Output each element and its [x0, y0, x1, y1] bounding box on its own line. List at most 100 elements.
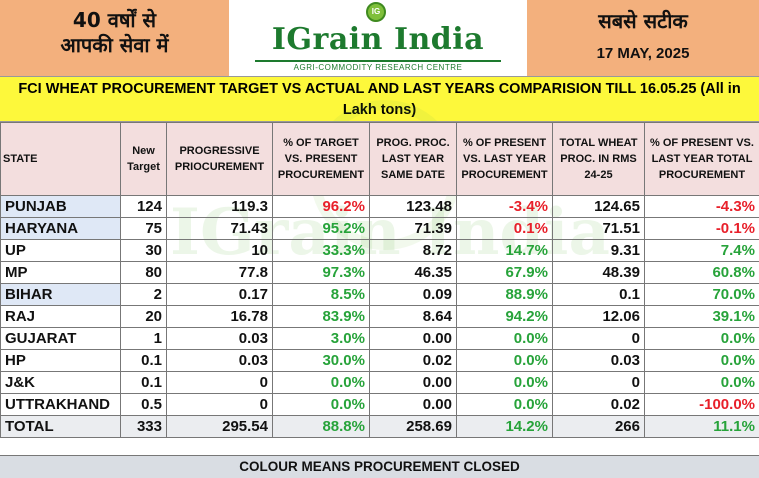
target-cell: 75 — [120, 217, 167, 240]
table-row: RAJ 20 16.78 83.9% 8.64 94.2% 12.06 39.1… — [0, 305, 759, 328]
total-rms-cell: 71.51 — [552, 217, 645, 240]
table-row: UP 30 10 33.3% 8.72 14.7% 9.31 7.4% — [0, 239, 759, 262]
last-year-cell: 123.48 — [369, 195, 457, 218]
tagline-line-2: आपकी सेवा में — [60, 33, 169, 57]
state-cell: TOTAL — [0, 415, 121, 438]
state-cell: MP — [0, 261, 121, 284]
total-rms-cell: 0.03 — [552, 349, 645, 372]
total-row: TOTAL 333 295.54 88.8% 258.69 14.2% 266 … — [0, 415, 759, 438]
pct-last-total-cell: -100.0% — [644, 393, 759, 416]
progressive-cell: 0.03 — [166, 349, 273, 372]
pct-last-total-cell: -0.1% — [644, 217, 759, 240]
pct-last-total-cell: 70.0% — [644, 283, 759, 306]
pct-last-year-cell: -3.4% — [456, 195, 553, 218]
last-year-cell: 0.02 — [369, 349, 457, 372]
pct-last-year-cell: 0.0% — [456, 349, 553, 372]
total-rms-cell: 0 — [552, 327, 645, 350]
last-year-cell: 0.00 — [369, 371, 457, 394]
accuracy-slogan: सबसे सटीक — [598, 9, 688, 33]
tagline-panel: 40 वर्षों से आपकी सेवा में — [0, 0, 229, 76]
progressive-cell: 0.17 — [166, 283, 273, 306]
pct-last-total-cell: 0.0% — [644, 349, 759, 372]
table-row: PUNJAB 124 119.3 96.2% 123.48 -3.4% 124.… — [0, 195, 759, 218]
report-title: FCI WHEAT PROCUREMENT TARGET VS ACTUAL A… — [0, 76, 759, 122]
report-date: 17 MAY, 2025 — [596, 45, 690, 62]
target-cell: 20 — [120, 305, 167, 328]
pct-last-year-cell: 0.1% — [456, 217, 553, 240]
column-header: STATE — [0, 122, 121, 196]
table-row: HP 0.1 0.03 30.0% 0.02 0.0% 0.03 0.0% — [0, 349, 759, 372]
column-header: New Target — [120, 122, 167, 196]
pct-last-year-cell: 88.9% — [456, 283, 553, 306]
pct-target-cell: 95.2% — [272, 217, 370, 240]
progressive-cell: 10 — [166, 239, 273, 262]
table-row: MP 80 77.8 97.3% 46.35 67.9% 48.39 60.8% — [0, 261, 759, 284]
pct-last-year-cell: 14.2% — [456, 415, 553, 438]
last-year-cell: 71.39 — [369, 217, 457, 240]
pct-target-cell: 83.9% — [272, 305, 370, 328]
table-row: J&K 0.1 0 0.0% 0.00 0.0% 0 0.0% — [0, 371, 759, 394]
pct-target-cell: 96.2% — [272, 195, 370, 218]
total-rms-cell: 48.39 — [552, 261, 645, 284]
total-rms-cell: 9.31 — [552, 239, 645, 262]
procurement-table: STATE New Target PROGRESSIVE PRIOCUREMEN… — [0, 122, 759, 438]
target-cell: 333 — [120, 415, 167, 438]
closed-legend-note: COLOUR MEANS PROCUREMENT CLOSED — [0, 455, 759, 478]
pct-last-year-cell: 0.0% — [456, 371, 553, 394]
pct-last-year-cell: 0.0% — [456, 327, 553, 350]
last-year-cell: 0.09 — [369, 283, 457, 306]
tagline-line-1: 40 वर्षों से — [72, 8, 157, 32]
progressive-cell: 71.43 — [166, 217, 273, 240]
column-header: % OF PRESENT VS. LAST YEAR TOTAL PROCURE… — [644, 122, 759, 196]
progressive-cell: 0 — [166, 393, 273, 416]
total-rms-cell: 124.65 — [552, 195, 645, 218]
progressive-cell: 295.54 — [166, 415, 273, 438]
pct-last-total-cell: -4.3% — [644, 195, 759, 218]
table-row: GUJARAT 1 0.03 3.0% 0.00 0.0% 0 0.0% — [0, 327, 759, 350]
pct-target-cell: 0.0% — [272, 393, 370, 416]
target-cell: 30 — [120, 239, 167, 262]
page-header: 40 वर्षों से आपकी सेवा में IG IGrain Ind… — [0, 0, 759, 76]
brand-logo: IGrain India — [271, 22, 485, 57]
last-year-cell: 46.35 — [369, 261, 457, 284]
brand-subtitle: AGRI-COMMODITY RESEARCH CENTRE — [255, 60, 501, 74]
logo-emblem-icon: IG — [366, 2, 386, 22]
last-year-cell: 258.69 — [369, 415, 457, 438]
table-header-row: STATE New Target PROGRESSIVE PRIOCUREMEN… — [0, 122, 759, 196]
state-cell: PUNJAB — [0, 195, 121, 218]
date-panel: सबसे सटीक 17 MAY, 2025 — [527, 0, 759, 76]
last-year-cell: 0.00 — [369, 393, 457, 416]
target-cell: 0.1 — [120, 371, 167, 394]
state-cell: UP — [0, 239, 121, 262]
total-rms-cell: 12.06 — [552, 305, 645, 328]
pct-target-cell: 30.0% — [272, 349, 370, 372]
pct-target-cell: 8.5% — [272, 283, 370, 306]
pct-last-total-cell: 39.1% — [644, 305, 759, 328]
total-rms-cell: 0.02 — [552, 393, 645, 416]
state-cell: BIHAR — [0, 283, 121, 306]
last-year-cell: 0.00 — [369, 327, 457, 350]
pct-last-total-cell: 60.8% — [644, 261, 759, 284]
column-header: TOTAL WHEAT PROC. IN RMS 24-25 — [552, 122, 645, 196]
pct-target-cell: 33.3% — [272, 239, 370, 262]
pct-target-cell: 3.0% — [272, 327, 370, 350]
total-rms-cell: 266 — [552, 415, 645, 438]
progressive-cell: 0.03 — [166, 327, 273, 350]
table-row: HARYANA 75 71.43 95.2% 71.39 0.1% 71.51 … — [0, 217, 759, 240]
total-rms-cell: 0.1 — [552, 283, 645, 306]
progressive-cell: 0 — [166, 371, 273, 394]
target-cell: 0.1 — [120, 349, 167, 372]
state-cell: RAJ — [0, 305, 121, 328]
target-cell: 2 — [120, 283, 167, 306]
table-row: UTTRAKHAND 0.5 0 0.0% 0.00 0.0% 0.02 -10… — [0, 393, 759, 416]
target-cell: 1 — [120, 327, 167, 350]
state-cell: HARYANA — [0, 217, 121, 240]
state-cell: UTTRAKHAND — [0, 393, 121, 416]
target-cell: 80 — [120, 261, 167, 284]
target-cell: 124 — [120, 195, 167, 218]
target-cell: 0.5 — [120, 393, 167, 416]
pct-last-year-cell: 0.0% — [456, 393, 553, 416]
pct-target-cell: 88.8% — [272, 415, 370, 438]
pct-last-total-cell: 11.1% — [644, 415, 759, 438]
column-header: PROG. PROC. LAST YEAR SAME DATE — [369, 122, 457, 196]
